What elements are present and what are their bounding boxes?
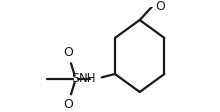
Text: O: O (155, 0, 165, 13)
Text: S: S (71, 72, 79, 85)
Text: O: O (63, 46, 73, 59)
Text: NH: NH (79, 72, 96, 85)
Text: O: O (63, 98, 73, 111)
